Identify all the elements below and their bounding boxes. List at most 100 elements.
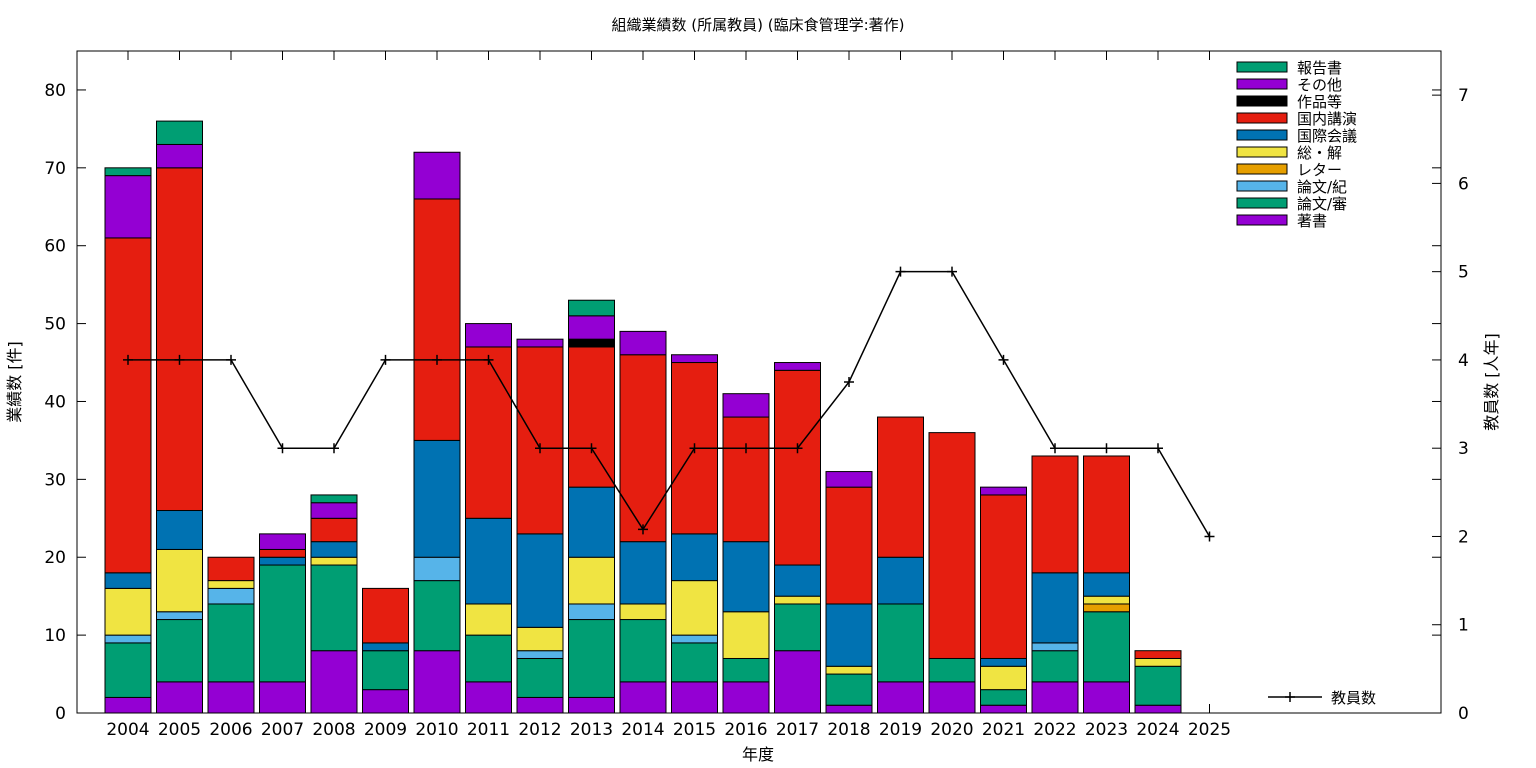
x-tick-label: 2023 <box>1085 720 1128 740</box>
line-point <box>689 443 700 454</box>
x-tick-label: 2010 <box>415 720 458 740</box>
bar-segment <box>1083 681 1130 714</box>
bar-segment <box>413 556 461 582</box>
bar-segment <box>1031 681 1079 714</box>
y-tick-label: 10 <box>44 626 66 646</box>
y-tick-label: 60 <box>44 237 66 257</box>
y2-tick-label: 6 <box>1458 174 1469 194</box>
legend-swatch <box>1236 95 1288 107</box>
bar-segment <box>516 650 564 659</box>
line-point <box>380 354 391 365</box>
bar-segment <box>413 151 461 200</box>
x-tick-label: 2009 <box>364 720 407 740</box>
y-tick-label: 50 <box>44 315 66 335</box>
bar-segment <box>413 580 461 652</box>
bar-segment <box>980 657 1027 667</box>
chart-title: 組織業績数 (所属教員) (臨床食管理学:著作) <box>612 16 905 34</box>
line-point <box>535 443 545 454</box>
bar-segment <box>568 338 615 348</box>
bar-segment <box>722 681 770 714</box>
legend-swatch <box>1236 78 1288 90</box>
bar-segment <box>207 580 255 589</box>
y2-tick-label: 7 <box>1458 86 1469 106</box>
bar-segment <box>1031 650 1079 683</box>
bar-segment <box>825 704 873 714</box>
line-point <box>638 524 648 535</box>
bar-segment <box>1031 455 1079 574</box>
bar-segment <box>980 689 1027 706</box>
bar-segment <box>207 587 255 605</box>
y-tick-label: 30 <box>44 470 66 490</box>
bar-segment <box>465 323 512 348</box>
axes: 0 10 20 30 40 50 60 70 80 0 1 2 3 4 5 6 7 2004 2005 2006 200… <box>44 50 1469 740</box>
legend-label: 国内講演 <box>1297 110 1357 128</box>
bar-segment <box>104 167 152 177</box>
bar-segment <box>722 393 770 418</box>
legend-swatch <box>1236 197 1288 209</box>
line-point <box>792 443 803 454</box>
y2-tick-label: 2 <box>1458 527 1469 547</box>
x-tick-label: 2006 <box>209 720 252 740</box>
x-tick-label: 2012 <box>518 720 561 740</box>
bar-segment <box>1134 650 1182 659</box>
line-point <box>123 354 133 365</box>
bar-segment <box>516 346 564 535</box>
x-tick-label: 2008 <box>312 720 355 740</box>
bar-segment <box>568 486 615 558</box>
bar-segment <box>156 548 203 613</box>
x-tick-label: 2005 <box>158 720 201 740</box>
bar-segment <box>619 603 667 621</box>
bar-segment <box>825 471 873 488</box>
bar-segment <box>1083 603 1130 613</box>
bar-segment <box>156 681 203 714</box>
bar-segment <box>722 416 770 543</box>
bar-segment <box>516 533 564 628</box>
bar-segment <box>362 689 409 714</box>
y2-tick-label: 1 <box>1458 616 1469 636</box>
bar-segment <box>877 603 924 683</box>
bar-segment <box>310 556 358 566</box>
bar-segment <box>1083 455 1130 574</box>
legend-label: 論文/審 <box>1297 195 1347 213</box>
bar-segment <box>104 634 152 644</box>
bar-segment <box>568 556 615 605</box>
x-axis-label: 年度 <box>742 745 774 764</box>
legend-label: 国際会議 <box>1297 127 1357 145</box>
legend-label: 著書 <box>1297 212 1327 230</box>
bars <box>104 120 1182 714</box>
legend-line-marker <box>1285 692 1295 702</box>
x-tick-label: 2016 <box>724 720 767 740</box>
bar-segment <box>104 572 152 589</box>
line-point <box>277 443 288 454</box>
bar-segment <box>877 681 924 714</box>
bar-segment <box>928 657 976 683</box>
bar-segment <box>362 587 409 644</box>
line-point <box>329 443 339 454</box>
legend-swatch <box>1236 112 1288 124</box>
bar-segment <box>980 494 1027 659</box>
line-path <box>128 270 1211 537</box>
x-tick-label: 2004 <box>106 720 149 740</box>
x-tick-label: 2013 <box>570 720 613 740</box>
bar-segment <box>156 120 203 145</box>
legend-label: レター <box>1297 161 1342 179</box>
x-tick-label: 2020 <box>930 720 973 740</box>
bar-segment <box>104 696 152 714</box>
bar-segment <box>774 369 821 566</box>
x-tick-label: 2015 <box>673 720 716 740</box>
y-tick-label: 0 <box>55 704 66 724</box>
x-tick-label: 2014 <box>621 720 664 740</box>
legend-swatch <box>1236 129 1288 141</box>
bar-segment <box>1134 704 1182 714</box>
bar-segment <box>825 603 873 667</box>
bar-segment <box>619 330 667 356</box>
y2-axis-label: 教員数 [人年] <box>1482 333 1501 431</box>
legend-swatch <box>1236 146 1288 158</box>
x-tick-label: 2021 <box>982 720 1025 740</box>
y-tick-label: 20 <box>44 548 66 568</box>
bar-segment <box>877 556 924 605</box>
bar-segment <box>928 681 976 714</box>
bar-segment <box>259 681 306 714</box>
